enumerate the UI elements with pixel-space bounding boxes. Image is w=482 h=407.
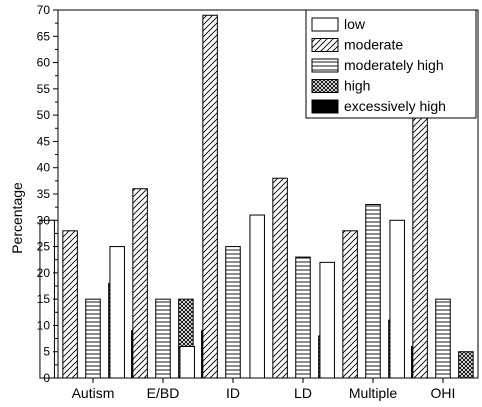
bar-moderate-ld [272,177,288,379]
x-tick-label: E/BD [147,385,180,401]
x-tick-label: ID [226,385,240,401]
legend-label: moderate [344,37,403,53]
legend-label: low [344,16,366,32]
bar-moderately-high-ohi [435,298,451,379]
legend-swatch-high [311,79,339,93]
bar-low-e-bd [109,246,125,379]
legend-label: moderately high [344,57,444,73]
y-tick-label: 65 [37,29,51,43]
bar-moderate-ohi [412,114,428,379]
legend: low moderate moderately high high excessivel… [305,9,477,119]
legend-label: excessively high [344,98,446,114]
bar-moderate-multiple [342,230,358,379]
bar-low-id [179,345,195,379]
y-tick-label: 5 [43,345,50,359]
y-tick-label: 20 [37,266,51,280]
bar-low-multiple [319,261,335,379]
bar-moderately-high-autism [85,298,101,379]
y-axis-title: Percentage [9,182,25,254]
x-tick-label: OHI [431,385,456,401]
x-tick-label: LD [294,385,312,401]
bar-moderately-high-id [225,246,241,379]
x-tick-label: Autism [72,385,115,401]
bar-low-ohi [389,219,405,379]
legend-swatch-moderate [311,38,339,52]
y-tick-label: 60 [37,56,51,70]
y-tick-label: 45 [37,134,51,148]
y-tick-label: 0 [43,371,50,385]
y-tick-label: 15 [37,292,51,306]
y-tick-label: 50 [37,108,51,122]
legend-label: high [344,78,370,94]
plot-frame [57,9,479,379]
legend-swatch-moderately-high [311,58,339,73]
bar-moderate-autism [62,230,78,379]
bar-high-ohi [458,351,474,379]
y-tick-label: 70 [37,3,51,17]
y-axis: 0 5 10 15 20 25 30 35 40 45 50 55 60 65 70 [37,3,58,385]
x-axis: Autism E/BD ID LD Multiple OHI [72,378,456,401]
legend-swatch-excessively-high [311,99,339,114]
y-tick-label: 40 [37,161,51,175]
y-tick-label: 10 [37,318,51,332]
bar-moderately-high-multiple [365,204,381,379]
x-tick-label: Multiple [349,385,397,401]
bar-moderate-e-bd [132,188,148,379]
bar-low-ld [249,214,265,379]
bars [39,14,474,379]
y-tick-label: 30 [37,213,51,227]
bar-moderately-high-e-bd [155,298,171,379]
y-tick-label: 55 [37,82,51,96]
bar-moderately-high-ld [295,256,311,379]
bar-moderate-id [202,14,218,379]
legend-swatch-low [311,17,339,32]
y-tick-label: 35 [37,187,51,201]
y-tick-label: 25 [37,240,51,254]
